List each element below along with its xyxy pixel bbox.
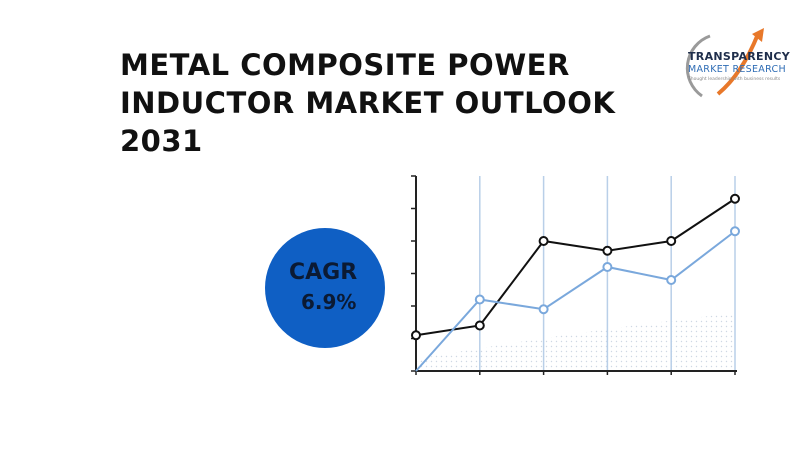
logo-tagline: Thought leadership with business results: [688, 77, 781, 82]
title-line-1: METAL COMPOSITE POWER: [120, 48, 570, 82]
page-title: METAL COMPOSITE POWER INDUCTOR MARKET OU…: [120, 46, 640, 160]
cagr-value: 6.9%: [301, 290, 357, 314]
series-1-point-4: [666, 236, 677, 246]
series-2-point-5: [730, 226, 740, 237]
series-2-point-3: [602, 262, 613, 272]
series-1-line: [415, 197, 736, 337]
title-line-3: 2031: [120, 124, 203, 158]
series-1-point-0: [411, 330, 421, 341]
series-1-point-3: [602, 245, 613, 256]
series-2-point-1: [474, 294, 485, 305]
company-logo: TRANSPARENCY MARKET RESEARCH Thought lea…: [680, 24, 792, 104]
series-2-line: [415, 230, 736, 372]
cagr-badge: CAGR 6.9%: [265, 228, 385, 348]
cagr-label: CAGR: [289, 260, 358, 285]
shaded-area: [416, 313, 735, 371]
logo-arrow-icon: [685, 28, 764, 98]
series-2-point-4: [666, 275, 677, 285]
series-1-point-1: [474, 320, 485, 331]
logo-name: TRANSPARENCY: [688, 50, 791, 63]
series-2-point-2: [538, 304, 549, 315]
title-line-2: INDUCTOR MARKET OUTLOOK: [120, 86, 616, 120]
logo-subname: MARKET RESEARCH: [688, 64, 786, 75]
series-1-point-2: [538, 236, 549, 246]
series-1-point-5: [730, 193, 740, 204]
